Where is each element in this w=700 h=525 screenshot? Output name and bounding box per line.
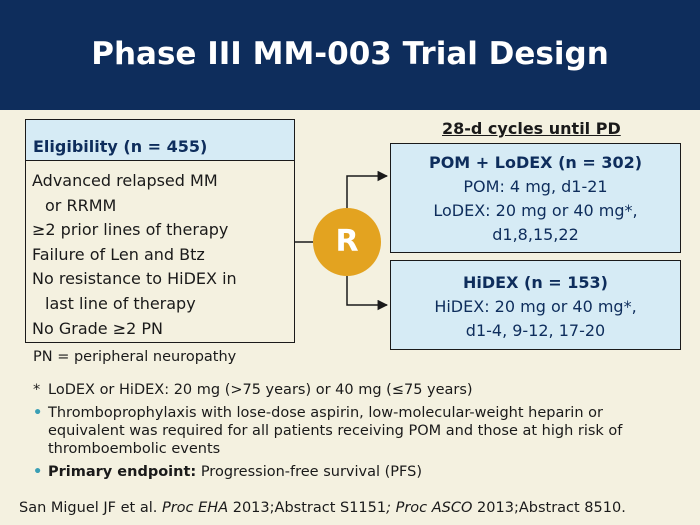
ref-part: San Miguel JF et al. — [19, 500, 162, 516]
cycles-label: 28-d cycles until PD — [442, 119, 621, 138]
arrow-to-hidex-arm — [346, 276, 389, 311]
ref-journal: ; Proc ASCO — [386, 500, 473, 516]
arm-line: HiDEX: 20 mg or 40 mg*, — [434, 297, 637, 316]
endpoint-text: Progression-free survival (PFS) — [200, 464, 422, 480]
hidex-arm-box: HiDEX (n = 153) HiDEX: 20 mg or 40 mg*, … — [390, 260, 681, 350]
hidex-arm-heading: HiDEX (n = 153) — [463, 273, 608, 292]
arm-line: d1-4, 9-12, 17-20 — [465, 321, 606, 340]
endpoint-label: Primary endpoint: — [48, 464, 197, 480]
arm-line: LoDEX: 20 mg or 40 mg*, — [433, 201, 638, 220]
eligibility-criterion: Advanced relapsed MM — [32, 171, 218, 190]
pn-footnote: PN = peripheral neuropathy — [33, 349, 237, 365]
pom-lodex-arm-heading: POM + LoDEX (n = 302) — [428, 153, 643, 172]
eligibility-criterion: No Grade ≥2 PN — [32, 318, 163, 338]
eligibility-criterion: Failure of Len and Btz — [32, 244, 205, 264]
thromboprophylaxis-text: Thromboprophylaxis with lose-dose aspiri… — [48, 405, 623, 457]
eligibility-criterion: last line of therapy — [45, 293, 196, 313]
asterisk-marker: * — [33, 382, 41, 398]
notes-section: * LoDEX or HiDEX: 20 mg (>75 years) or 4… — [33, 381, 683, 486]
dosing-footnote-text: LoDEX or HiDEX: 20 mg (>75 years) or 40 … — [48, 382, 473, 398]
dosing-footnote: * LoDEX or HiDEX: 20 mg (>75 years) or 4… — [33, 381, 683, 399]
primary-endpoint-note: • Primary endpoint: Progression-free sur… — [33, 463, 683, 481]
thromboprophylaxis-note: • Thromboprophylaxis with lose-dose aspi… — [33, 404, 683, 458]
randomization-circle: R — [313, 208, 381, 276]
eligibility-heading: Eligibility (n = 455) — [26, 120, 294, 161]
title-banner — [0, 0, 700, 110]
ref-part: 2013;Abstract S1151 — [228, 500, 387, 516]
eligibility-criteria-list: Advanced relapsed MM or RRMM ≥2 prior line… — [26, 161, 294, 341]
eligibility-box: Eligibility (n = 455) Advanced relapsed … — [25, 119, 295, 343]
bullet-icon: • — [33, 464, 43, 480]
bullet-icon: • — [33, 405, 43, 421]
eligibility-criterion: ≥2 prior lines of therapy — [32, 220, 229, 240]
slide-title: Phase III MM-003 Trial Design — [91, 36, 609, 72]
eligibility-criterion: or RRMM — [45, 195, 117, 215]
ref-part: 2013;Abstract 8510. — [472, 500, 626, 516]
arm-line: d1,8,15,22 — [492, 225, 579, 244]
arm-line: POM: 4 mg, d1-21 — [463, 177, 608, 196]
pom-lodex-arm-box: POM + LoDEX (n = 302) POM: 4 mg, d1-21 L… — [390, 143, 681, 253]
reference-citation: San Miguel JF et al. Proc EHA 2013;Abstr… — [19, 500, 626, 516]
ref-journal: Proc EHA — [161, 500, 229, 516]
eligibility-criterion: No resistance to HiDEX in — [32, 269, 237, 289]
arrow-to-pom-arm — [346, 170, 389, 208]
